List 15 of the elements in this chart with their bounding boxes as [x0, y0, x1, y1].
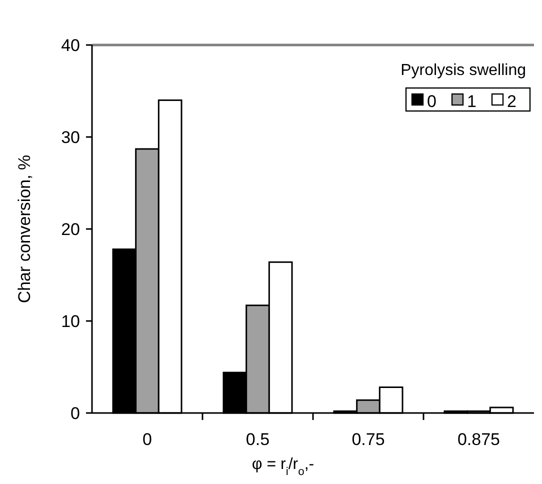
y-tick-label: 40 [61, 36, 80, 55]
y-axis-title: Char conversion, % [15, 154, 34, 304]
y-tick-label: 30 [61, 128, 80, 147]
x-tick-label: 0.5 [246, 430, 270, 449]
legend-label: 1 [467, 92, 476, 111]
legend-label: 0 [427, 92, 436, 111]
legend-title: Pyrolysis swelling [400, 62, 526, 79]
x-tick-label: 0.875 [457, 430, 500, 449]
y-tick-label: 20 [61, 220, 80, 239]
y-tick-label: 0 [70, 404, 80, 423]
x-tick-label: 0.75 [352, 430, 385, 449]
x-axis-title: φ = r$_{i}$/r$_{o}$,- [252, 456, 314, 478]
legend-label: 2 [507, 92, 516, 111]
x-tick-label: 0 [142, 430, 152, 449]
y-tick-label: 10 [61, 312, 80, 331]
